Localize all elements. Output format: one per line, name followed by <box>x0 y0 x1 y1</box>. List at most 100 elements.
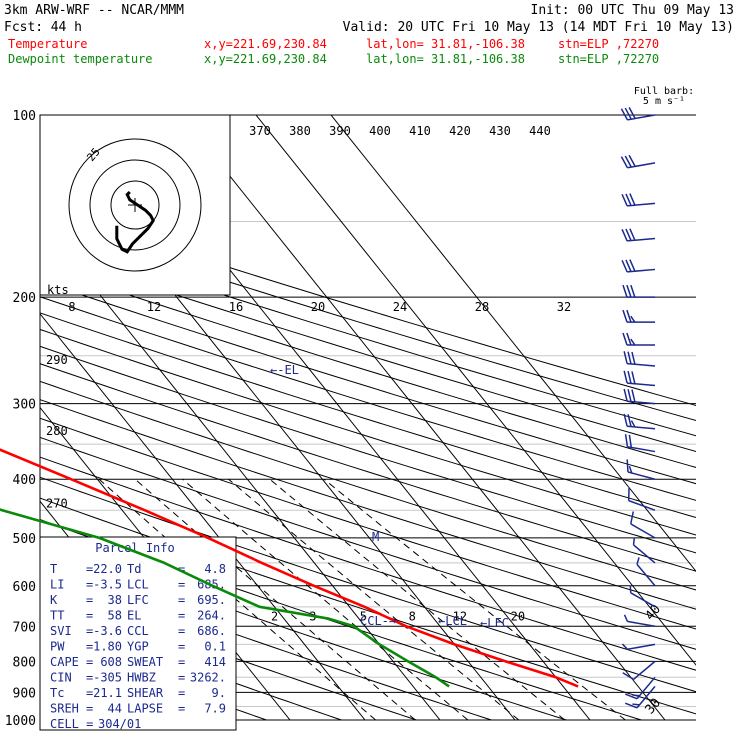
parcel-value: 3262. <box>190 671 226 685</box>
parcel-cell-label: CELL = <box>50 717 93 731</box>
wind-scale-label: 24 <box>393 300 407 314</box>
wind-barb <box>623 614 656 628</box>
wind-barb <box>620 107 656 121</box>
mixing-ratio-label: 2 <box>271 609 278 623</box>
wind-barb <box>622 284 655 298</box>
wind-barb-flag <box>630 315 636 323</box>
wind-barb-staff <box>627 237 656 242</box>
wind-barb-staff <box>627 425 656 430</box>
dry-adiabat-line <box>40 206 696 407</box>
parcel-eq: = <box>178 593 185 607</box>
theta-label: 380 <box>289 124 311 138</box>
wind-barb-flag <box>626 459 629 473</box>
parcel-value: 0.1 <box>204 640 226 654</box>
init-time: Init: 00 UTC Thu 09 May 13 <box>531 3 735 18</box>
wind-barb-flag <box>631 371 636 384</box>
wind-barb-flag <box>623 370 628 384</box>
wind-barb-flag <box>627 389 632 402</box>
wind-barb-flag <box>622 672 634 681</box>
wind-scale-label: 16 <box>229 300 243 314</box>
mixing-ratio-line <box>228 478 520 720</box>
isotherm-line <box>180 115 666 720</box>
wind-barb <box>621 643 656 651</box>
parcel-eq: = <box>86 640 93 654</box>
wind-barb-staff <box>628 499 656 511</box>
wind-barb-flag <box>627 414 632 427</box>
wind-barb <box>624 685 656 709</box>
temperature-legend: Temperature <box>8 37 87 51</box>
parcel-value: 1.80 <box>93 640 122 654</box>
wind-barb-flag <box>632 703 640 706</box>
parcel-eq: = <box>178 562 185 576</box>
forecast-label: Fcst: <box>4 20 43 35</box>
wind-barb-flag <box>632 537 636 546</box>
pressure-tick-label: 400 <box>13 473 36 488</box>
wind-barb-staff <box>633 544 656 564</box>
parcel-key: YGP <box>127 640 149 654</box>
pressure-tick-label: 300 <box>13 398 36 413</box>
theta-label: 420 <box>449 124 471 138</box>
wind-barb <box>621 193 656 207</box>
dry-adiabat-line <box>40 476 696 693</box>
wind-barb-staff <box>636 685 656 709</box>
pressure-tick-label: 100 <box>13 109 36 124</box>
parcel-eq: = <box>178 702 185 716</box>
parcel-key: CCL <box>127 624 149 638</box>
wind-barb-flag <box>630 338 636 346</box>
lfc-annotation: ←LFC <box>480 616 509 630</box>
dry-adiabat-line <box>40 436 696 650</box>
wind-barb-staff <box>636 563 656 587</box>
barb-key-line2: 5 m s⁻¹ <box>643 96 685 107</box>
wind-barb-flag <box>625 228 632 241</box>
parcel-value: -3.6 <box>93 624 122 638</box>
theta-label: 400 <box>369 124 391 138</box>
dry-adiabat-line <box>40 587 417 720</box>
wind-barb-staff <box>636 676 656 700</box>
wind-barb-flag <box>623 614 629 622</box>
wind-barb-staff <box>627 362 656 367</box>
wind-barb-staff <box>627 471 656 480</box>
parcel-eq: = <box>86 671 93 685</box>
parcel-value: 695. <box>197 593 226 607</box>
isotherm-line <box>40 219 441 720</box>
mixing-ratio-labels: 2 3 5 8 12 20 <box>271 609 525 623</box>
parcel-key: Td <box>127 562 141 576</box>
parcel-value: 4.8 <box>204 562 226 576</box>
wind-barb-flag <box>624 693 638 700</box>
pressure-tick-label: 600 <box>13 580 36 595</box>
parcel-key: CAPE <box>50 655 79 669</box>
parcel-key: TT <box>50 609 64 623</box>
dew-station: stn=ELP ,72270 <box>558 52 659 66</box>
wind-barb <box>621 259 656 273</box>
wind-barb <box>623 351 656 367</box>
isotherm-line <box>330 115 696 573</box>
dry-adiabat-line <box>40 380 696 591</box>
wind-scale-label: 32 <box>557 300 571 314</box>
theta-label: 430 <box>489 124 511 138</box>
wind-barb <box>621 228 656 242</box>
dry-adiabat-line <box>40 417 696 630</box>
parcel-value: 608 <box>100 655 122 669</box>
parcel-key: LFC <box>127 593 149 607</box>
wind-barb-flag <box>627 351 632 365</box>
wind-barb <box>623 388 656 405</box>
wind-barb-flag <box>626 332 632 346</box>
wind-barb-staff <box>627 268 656 273</box>
parcel-key: EL <box>127 609 141 623</box>
parcel-eq: = <box>86 624 93 638</box>
dewpoint-trace <box>0 508 450 688</box>
wind-barb <box>627 487 656 511</box>
hodograph-unit-label: kts <box>47 283 69 297</box>
wind-barb-flag <box>628 107 636 119</box>
parcel-value: 21.1 <box>93 686 122 700</box>
parcel-value: 686. <box>197 624 226 638</box>
wind-barb-flag <box>621 643 628 650</box>
parcel-eq: = <box>178 624 185 638</box>
theta-label: 410 <box>409 124 431 138</box>
wind-barb <box>632 537 656 564</box>
mixing-ratio-label: 12 <box>453 609 467 623</box>
parcel-cell-value: 304/01 <box>98 717 141 731</box>
parcel-eq: = <box>86 686 93 700</box>
parcel-key: K <box>50 593 58 607</box>
